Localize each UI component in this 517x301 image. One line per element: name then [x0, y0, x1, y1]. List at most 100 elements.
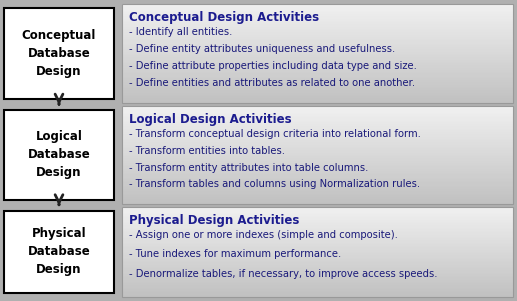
- Bar: [122, 229, 513, 231]
- Bar: [122, 150, 513, 151]
- Bar: [122, 262, 513, 264]
- Bar: [122, 165, 513, 166]
- Bar: [122, 47, 513, 48]
- Text: - Denormalize tables, if necessary, to improve access speeds.: - Denormalize tables, if necessary, to i…: [129, 269, 437, 279]
- Bar: [122, 186, 513, 187]
- Bar: [122, 57, 513, 58]
- Bar: [122, 238, 513, 240]
- Bar: [122, 208, 513, 209]
- Bar: [122, 226, 513, 228]
- Bar: [122, 86, 513, 88]
- Bar: [122, 273, 513, 275]
- Bar: [122, 117, 513, 119]
- Bar: [122, 143, 513, 145]
- Bar: [122, 237, 513, 238]
- Bar: [122, 19, 513, 20]
- Bar: [122, 178, 513, 179]
- Bar: [122, 182, 513, 184]
- Bar: [122, 9, 513, 11]
- Bar: [122, 216, 513, 217]
- Bar: [122, 195, 513, 197]
- Bar: [122, 135, 513, 137]
- Text: - Tune indexes for maximum performance.: - Tune indexes for maximum performance.: [129, 249, 341, 259]
- Bar: [122, 142, 513, 143]
- Bar: [122, 220, 513, 222]
- Bar: [122, 223, 513, 225]
- Bar: [122, 140, 513, 142]
- Bar: [122, 268, 513, 270]
- Bar: [122, 4, 513, 6]
- Bar: [122, 176, 513, 178]
- Text: - Transform entities into tables.: - Transform entities into tables.: [129, 146, 285, 156]
- Bar: [122, 234, 513, 235]
- Bar: [122, 22, 513, 24]
- Text: Physical
Database
Design: Physical Database Design: [27, 227, 90, 276]
- Bar: [122, 101, 513, 103]
- Bar: [122, 189, 513, 191]
- Bar: [122, 55, 513, 57]
- Bar: [122, 80, 513, 82]
- Bar: [122, 272, 513, 273]
- Bar: [122, 20, 513, 22]
- Bar: [122, 241, 513, 243]
- Bar: [122, 72, 513, 73]
- Bar: [122, 12, 513, 14]
- Bar: [122, 243, 513, 244]
- Bar: [122, 240, 513, 241]
- Bar: [122, 134, 513, 135]
- Bar: [122, 275, 513, 276]
- Bar: [122, 147, 513, 148]
- Bar: [122, 174, 513, 176]
- Bar: [122, 126, 513, 127]
- Bar: [122, 45, 513, 47]
- Bar: [122, 129, 513, 130]
- Bar: [122, 282, 513, 284]
- Bar: [122, 284, 513, 285]
- Bar: [122, 155, 513, 157]
- Bar: [122, 29, 513, 30]
- Bar: [122, 219, 513, 220]
- Bar: [122, 116, 513, 117]
- Bar: [122, 30, 513, 32]
- Bar: [122, 247, 513, 249]
- Bar: [122, 168, 513, 169]
- Bar: [122, 153, 513, 155]
- Bar: [122, 83, 513, 85]
- Bar: [122, 100, 513, 101]
- Bar: [122, 85, 513, 86]
- Bar: [122, 192, 513, 194]
- Text: - Transform conceptual design criteria into relational form.: - Transform conceptual design criteria i…: [129, 129, 421, 139]
- Bar: [122, 65, 513, 67]
- Bar: [122, 279, 513, 281]
- Bar: [122, 158, 513, 160]
- Bar: [122, 228, 513, 229]
- Bar: [122, 265, 513, 267]
- Bar: [122, 191, 513, 192]
- Bar: [122, 111, 513, 113]
- Bar: [122, 291, 513, 293]
- Bar: [122, 82, 513, 83]
- Bar: [122, 109, 513, 111]
- Bar: [122, 114, 513, 116]
- Bar: [122, 73, 513, 75]
- Bar: [122, 26, 513, 27]
- Bar: [122, 124, 513, 126]
- Bar: [122, 44, 513, 45]
- Bar: [122, 90, 513, 92]
- Bar: [122, 113, 513, 114]
- Bar: [122, 11, 513, 12]
- Bar: [122, 293, 513, 294]
- Bar: [122, 206, 513, 208]
- Bar: [122, 187, 513, 189]
- Bar: [4, 211, 114, 293]
- Bar: [122, 121, 513, 122]
- Bar: [122, 256, 513, 258]
- Bar: [122, 122, 513, 124]
- Bar: [122, 148, 513, 150]
- Bar: [122, 48, 513, 50]
- Text: Physical Design Activities: Physical Design Activities: [129, 214, 299, 227]
- Bar: [122, 173, 513, 174]
- Text: - Assign one or more indexes (simple and composite).: - Assign one or more indexes (simple and…: [129, 230, 398, 240]
- Bar: [122, 225, 513, 226]
- Bar: [122, 252, 513, 253]
